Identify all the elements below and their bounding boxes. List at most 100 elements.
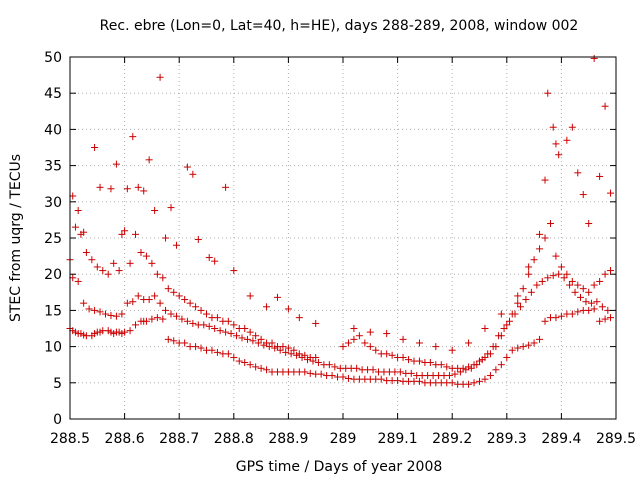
data-point bbox=[284, 344, 292, 352]
data-point bbox=[590, 54, 598, 62]
data-point bbox=[344, 374, 352, 382]
data-point bbox=[82, 248, 90, 256]
data-point bbox=[557, 263, 565, 271]
data-point bbox=[585, 306, 593, 314]
data-point bbox=[590, 305, 598, 313]
data-point bbox=[276, 346, 284, 354]
x-tick-label: 289.3 bbox=[487, 431, 527, 447]
data-point bbox=[252, 332, 260, 340]
data-point bbox=[126, 259, 134, 267]
data-point bbox=[222, 328, 230, 336]
data-point bbox=[383, 350, 391, 358]
data-point bbox=[175, 292, 183, 300]
y-tick-label: 5 bbox=[53, 376, 62, 392]
data-point bbox=[222, 183, 230, 191]
data-point bbox=[476, 357, 483, 365]
data-point bbox=[88, 256, 96, 264]
data-point bbox=[415, 357, 423, 365]
data-point bbox=[596, 277, 604, 285]
data-point bbox=[192, 303, 200, 311]
data-point bbox=[121, 227, 129, 235]
data-point bbox=[538, 277, 546, 285]
data-point bbox=[252, 363, 260, 371]
x-tick-label: 288.7 bbox=[159, 431, 199, 447]
data-point bbox=[516, 303, 524, 311]
data-point bbox=[243, 335, 251, 343]
data-point bbox=[544, 274, 552, 282]
data-point bbox=[525, 341, 533, 349]
data-point bbox=[246, 361, 254, 369]
data-point bbox=[74, 206, 82, 214]
data-point bbox=[118, 310, 126, 318]
data-point bbox=[238, 334, 246, 342]
data-point bbox=[415, 339, 423, 347]
data-point bbox=[527, 288, 535, 296]
data-point bbox=[246, 328, 254, 336]
data-point bbox=[80, 228, 88, 236]
y-tick-label: 35 bbox=[44, 159, 62, 175]
data-point bbox=[459, 364, 467, 372]
data-point bbox=[557, 312, 565, 320]
data-point bbox=[476, 377, 483, 385]
ticks: 288.5 288.6 288.7 288.8 288.9 289 289.1 289.2 28… bbox=[44, 50, 636, 447]
data-point bbox=[167, 204, 175, 212]
data-point bbox=[590, 281, 598, 289]
data-point bbox=[399, 335, 407, 343]
data-point bbox=[181, 296, 189, 304]
data-point bbox=[197, 344, 205, 352]
data-point bbox=[541, 176, 549, 184]
data-point bbox=[508, 310, 516, 318]
data-point bbox=[525, 263, 533, 271]
data-point bbox=[104, 270, 112, 278]
x-tick-label: 289.2 bbox=[432, 431, 472, 447]
data-point bbox=[522, 296, 530, 304]
data-point bbox=[530, 339, 538, 347]
data-point bbox=[481, 375, 489, 383]
data-point bbox=[593, 298, 601, 306]
data-point bbox=[178, 315, 186, 323]
data-point bbox=[426, 359, 434, 367]
data-point bbox=[443, 363, 451, 371]
data-point bbox=[230, 267, 238, 275]
data-point bbox=[134, 292, 142, 300]
data-point bbox=[211, 325, 219, 332]
data-point bbox=[585, 288, 593, 296]
data-point bbox=[91, 144, 99, 151]
data-point bbox=[93, 263, 101, 271]
data-point bbox=[295, 350, 303, 358]
y-tick-label: 45 bbox=[44, 86, 62, 102]
data-point bbox=[172, 241, 180, 249]
data-point bbox=[181, 339, 189, 347]
data-point bbox=[519, 343, 527, 351]
data-point bbox=[530, 256, 538, 264]
x-tick-label: 288.9 bbox=[268, 431, 308, 447]
data-point bbox=[110, 259, 118, 267]
data-point bbox=[96, 183, 104, 191]
data-point bbox=[208, 346, 216, 354]
x-tick-label: 289 bbox=[330, 431, 357, 447]
data-point bbox=[194, 235, 202, 243]
data-point bbox=[183, 163, 191, 171]
data-point bbox=[607, 314, 615, 322]
data-point bbox=[205, 254, 213, 262]
data-point bbox=[246, 292, 254, 300]
data-point bbox=[372, 346, 380, 354]
data-point bbox=[241, 359, 249, 367]
data-point bbox=[574, 169, 582, 177]
data-point bbox=[470, 379, 478, 387]
data-point bbox=[254, 339, 262, 347]
data-point bbox=[162, 234, 170, 242]
data-point bbox=[279, 343, 287, 351]
data-point bbox=[598, 303, 606, 311]
data-point bbox=[388, 351, 396, 359]
y-tick-label: 0 bbox=[53, 412, 62, 428]
data-point bbox=[456, 368, 464, 376]
x-tick-label: 289.4 bbox=[541, 431, 581, 447]
data-point bbox=[560, 274, 568, 282]
data-point bbox=[282, 348, 290, 356]
data-point bbox=[355, 332, 363, 340]
data-point bbox=[216, 327, 224, 335]
data-point bbox=[123, 299, 131, 307]
data-point bbox=[492, 366, 500, 374]
